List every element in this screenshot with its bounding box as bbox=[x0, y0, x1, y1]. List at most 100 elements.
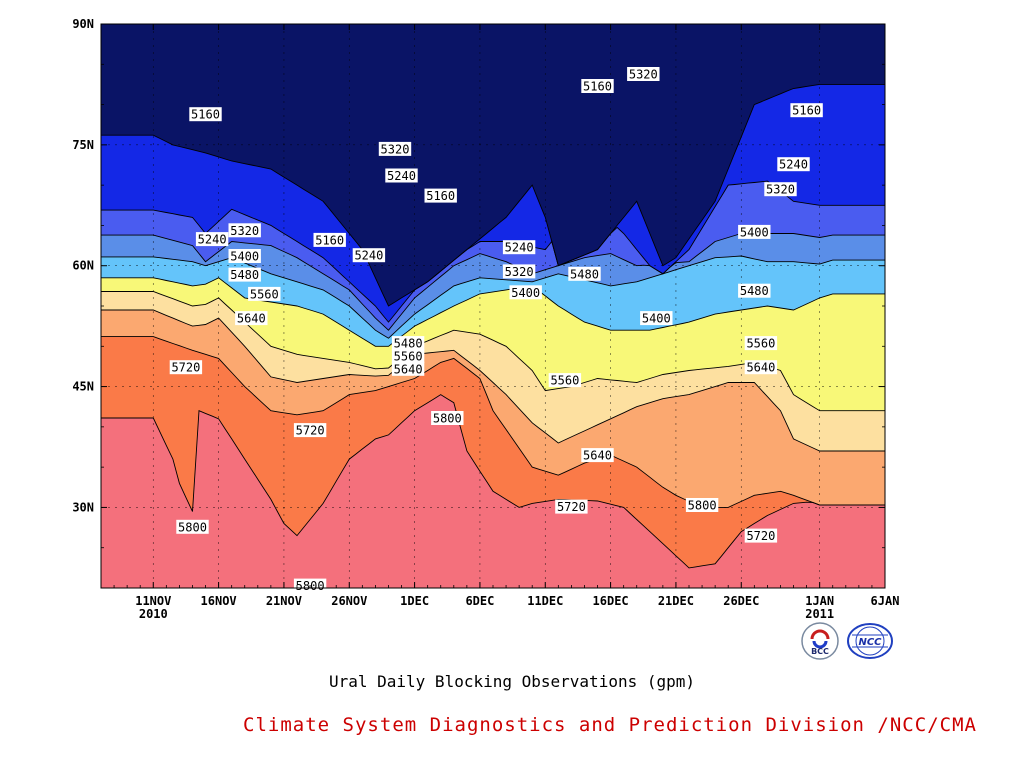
contour-label-bg bbox=[627, 67, 660, 81]
ncc-logo: NCC bbox=[846, 621, 894, 661]
y-tick-label: 30N bbox=[72, 500, 94, 514]
contour-label-bg bbox=[313, 232, 346, 247]
contour-label: 5480 bbox=[230, 268, 259, 282]
x-tick-label: 26DEC bbox=[723, 594, 759, 608]
contour-label: 5800 bbox=[178, 520, 207, 534]
contour-line-5480 bbox=[101, 277, 885, 347]
y-tick-label: 90N bbox=[72, 17, 94, 31]
contour-label: 5160 bbox=[191, 108, 220, 122]
contour-label: 5640 bbox=[394, 362, 423, 376]
contour-label: 5160 bbox=[792, 104, 821, 118]
contour-label-bg bbox=[352, 248, 386, 263]
contour-label: 5800 bbox=[433, 412, 462, 426]
contour-label-bg bbox=[509, 285, 542, 300]
contour-label-bg bbox=[169, 360, 203, 375]
contour-label-bg bbox=[431, 411, 464, 425]
contour-label: 5320 bbox=[381, 142, 410, 156]
contour-label-bg bbox=[640, 311, 673, 326]
contour-label-bg bbox=[228, 249, 261, 263]
contour-label-bg bbox=[581, 79, 614, 93]
contour-label-bg bbox=[502, 264, 536, 279]
x-tick-label: 1JAN bbox=[805, 594, 834, 608]
contour-label-bg bbox=[744, 336, 778, 351]
x-tick-label: 16DEC bbox=[593, 594, 629, 608]
contour-lines bbox=[101, 83, 885, 569]
contour-label-bg bbox=[738, 283, 771, 298]
contour-label: 5240 bbox=[198, 233, 227, 247]
chart-title: Ural Daily Blocking Observations (gpm) bbox=[328, 672, 696, 691]
x-tick-label: 21DEC bbox=[658, 594, 694, 608]
contour-label: 5720 bbox=[557, 500, 586, 514]
contour-label: 5400 bbox=[740, 225, 769, 239]
contour-label: 5320 bbox=[230, 224, 259, 238]
contour-label-bg bbox=[293, 423, 327, 438]
logo-ncc-text: NCC bbox=[858, 637, 882, 648]
contour-label-bg bbox=[195, 232, 229, 247]
contour-labels: 5160524053205400548055605640572058005160… bbox=[169, 67, 823, 593]
band-5240-5320 bbox=[101, 181, 885, 331]
contour-label-bg bbox=[568, 266, 601, 281]
contour-label: 5160 bbox=[583, 80, 612, 94]
x-tick-label: 6DEC bbox=[465, 594, 494, 608]
x-tick-label: 2011 bbox=[805, 607, 834, 621]
contour-label-bg bbox=[744, 528, 778, 543]
contour-label-bg bbox=[189, 107, 222, 122]
contour-label: 5400 bbox=[230, 250, 259, 264]
contour-label: 5800 bbox=[688, 499, 717, 513]
contour-label: 5720 bbox=[296, 424, 325, 438]
contour-label-bg bbox=[391, 361, 425, 376]
contour-line-5720 bbox=[101, 336, 885, 508]
bcc-logo: BCC bbox=[800, 621, 840, 661]
contour-label-bg bbox=[764, 182, 797, 197]
y-tick-label: 75N bbox=[72, 138, 94, 152]
band-5400-5480 bbox=[101, 256, 885, 347]
x-tick-label: 6JAN bbox=[871, 594, 900, 608]
x-tick-label: 1DEC bbox=[400, 594, 429, 608]
contour-label-bg bbox=[685, 498, 719, 512]
contour-label: 5320 bbox=[629, 68, 658, 82]
x-tick-label: 11DEC bbox=[527, 594, 563, 608]
contour-label-bg bbox=[378, 141, 412, 156]
contour-label: 5480 bbox=[740, 284, 769, 298]
contour-line-5160 bbox=[101, 83, 885, 307]
x-tick-label: 16NOV bbox=[201, 594, 237, 608]
contour-label: 5400 bbox=[511, 286, 540, 300]
contour-label-bg bbox=[235, 311, 268, 326]
contour-label-bg bbox=[385, 168, 418, 183]
contour-label: 5320 bbox=[766, 183, 795, 197]
band-5480-5560 bbox=[101, 277, 885, 411]
contour-label: 5480 bbox=[394, 337, 423, 351]
contour-label: 5720 bbox=[171, 361, 200, 375]
contour-chart: 5160524053205400548055605640572058005160… bbox=[72, 17, 900, 621]
contour-label-bg bbox=[738, 224, 771, 239]
grid-lines bbox=[101, 24, 885, 588]
contour-label-bg bbox=[790, 103, 823, 118]
contour-label-bg bbox=[555, 499, 588, 514]
band-below-5160 bbox=[101, 24, 885, 306]
contour-label-bg bbox=[777, 157, 810, 172]
contour-label: 5640 bbox=[583, 449, 612, 463]
band-5320-5400 bbox=[101, 233, 885, 339]
y-axis: 30N 45N 60N 75N 90N bbox=[72, 17, 885, 549]
contour-label-bg bbox=[228, 267, 261, 282]
x-tick-label: 2010 bbox=[139, 607, 168, 621]
band-5560-5640 bbox=[101, 291, 885, 451]
contour-label: 5560 bbox=[250, 287, 279, 301]
x-tick-label: 21NOV bbox=[266, 594, 302, 608]
contour-label-bg bbox=[424, 188, 457, 203]
y-tick-label: 60N bbox=[72, 259, 94, 273]
contour-label: 5640 bbox=[237, 312, 266, 326]
contour-label: 5560 bbox=[746, 337, 775, 351]
x-tick-label: 11NOV bbox=[135, 594, 171, 608]
contour-label: 5480 bbox=[570, 267, 599, 281]
contour-label: 5240 bbox=[779, 158, 808, 172]
contour-label: 5160 bbox=[426, 189, 455, 203]
contour-label: 5320 bbox=[505, 265, 534, 279]
contour-label-bg bbox=[228, 223, 261, 238]
contour-label: 5160 bbox=[315, 233, 344, 247]
contour-line-5800 bbox=[101, 394, 885, 569]
contour-label: 5560 bbox=[394, 350, 423, 364]
contour-label-bg bbox=[581, 448, 614, 463]
contour-label: 5240 bbox=[387, 169, 416, 183]
